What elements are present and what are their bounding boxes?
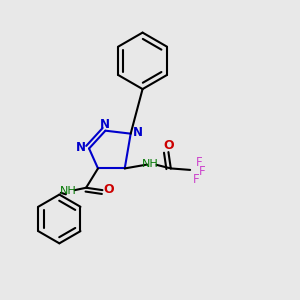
Text: O: O [104,183,114,196]
Text: N: N [100,118,110,130]
Text: O: O [164,139,174,152]
Text: N: N [133,126,143,139]
Text: F: F [194,173,200,186]
Text: F: F [199,165,206,178]
Text: N: N [76,141,86,154]
Text: F: F [196,156,202,169]
Text: NH: NH [60,186,76,196]
Text: NH: NH [142,159,158,169]
